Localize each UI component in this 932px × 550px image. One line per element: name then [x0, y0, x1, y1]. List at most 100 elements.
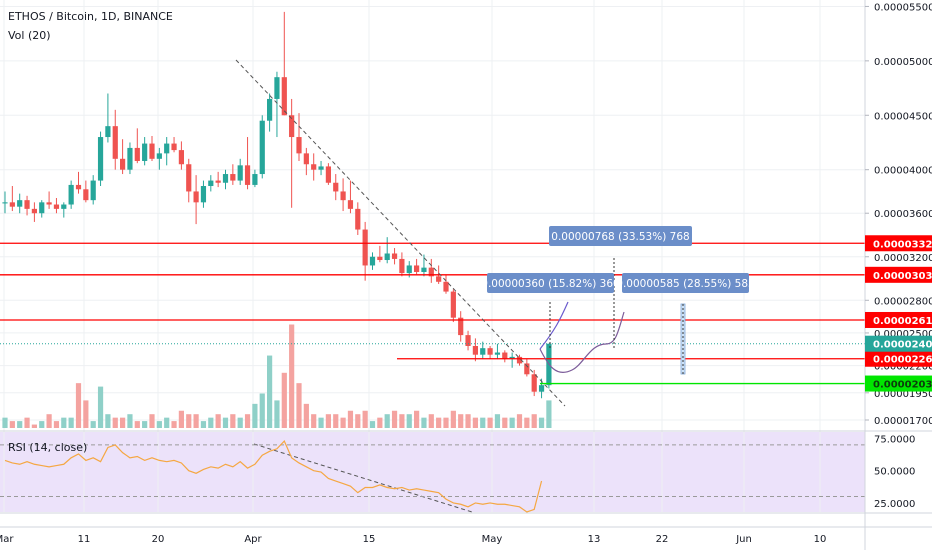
candle-body [384, 253, 390, 261]
volume-bar [458, 414, 464, 428]
volume-bar [200, 421, 207, 428]
candle-body [355, 208, 361, 230]
volume-bar [134, 421, 140, 428]
projection-path-up [539, 301, 569, 350]
volume-bar [377, 417, 383, 428]
price-tick-label: 0.00001950 [874, 389, 932, 400]
rsi-tick-label: 50.0000 [874, 467, 915, 478]
volume-bar [9, 421, 15, 428]
price-level-tag [865, 266, 932, 283]
volume-bar [222, 417, 229, 428]
candle-body [458, 317, 464, 336]
candle-body [259, 120, 265, 175]
price-tick-label: 0.00001700 [874, 416, 932, 427]
measure-label: 0.00000360 (15.82%) 360 [481, 278, 619, 290]
volume-bar [178, 410, 184, 428]
projection-path-wave [539, 311, 625, 373]
candle-body [149, 143, 155, 159]
volume-bar [509, 417, 515, 428]
candle-body [215, 180, 221, 183]
volume-bar [472, 417, 478, 428]
volume-bar [31, 424, 37, 428]
rsi-legend[interactable]: RSI (14, close) [8, 441, 88, 454]
price-tick-label: 0.00002800 [874, 296, 932, 307]
time-tick-label: 10 [814, 534, 827, 545]
volume-bar [267, 355, 273, 428]
volume-bar [538, 417, 545, 428]
candle-body [414, 265, 420, 272]
price-level-tag [865, 311, 932, 328]
candle-body [39, 202, 45, 214]
last-price-tag-label: 0.00002401 [873, 340, 932, 351]
price-tick-label: 0.00002200 [874, 362, 932, 373]
volume-bar [186, 414, 192, 428]
volume-bar [127, 414, 133, 428]
volume-bar [39, 421, 45, 428]
grid [0, 0, 865, 512]
candles [2, 11, 552, 399]
volume-bar [17, 421, 23, 428]
candle-body [340, 191, 346, 201]
volume-bar [494, 414, 501, 428]
volume-bar [75, 383, 82, 428]
candle-body [399, 258, 405, 274]
volume-bar [531, 414, 537, 428]
candle-body [524, 363, 530, 375]
candle-body [127, 147, 133, 170]
candle-body [487, 348, 493, 355]
measure-label-box [622, 273, 749, 293]
volume-bar [274, 400, 280, 428]
measure-label-box [487, 273, 614, 293]
candle-body [252, 174, 258, 185]
volume-bar [391, 410, 398, 428]
rsi-series [0, 439, 865, 513]
time-tick-label: 22 [656, 534, 669, 545]
volume-bar [369, 421, 376, 428]
volume-bar [465, 414, 471, 428]
candle-body [391, 253, 398, 259]
volume-bar [120, 417, 126, 428]
volume-bar [347, 410, 354, 428]
rsi-band-background [0, 432, 865, 512]
time-tick-label: Jun [735, 534, 752, 545]
measure-label-box [549, 226, 692, 246]
volume-bar [524, 417, 530, 428]
volume-bar [68, 417, 74, 428]
volume-bar [516, 414, 523, 428]
candle-body [465, 335, 471, 346]
volume-bar [53, 421, 60, 428]
volume-bar [325, 414, 331, 428]
price-level-tag-label: 0.00003324 [873, 239, 932, 250]
candle-body [450, 291, 456, 318]
price-tick-label: 0.00002500 [874, 329, 932, 340]
volume-bar [414, 410, 420, 428]
volume-bar [171, 421, 177, 428]
candle-body [509, 356, 515, 360]
volume-bar [296, 383, 302, 428]
candle-body [171, 143, 177, 151]
candle-body [281, 77, 287, 116]
volume-bar [289, 324, 295, 428]
price-level-tag-label: 0.00002263 [873, 355, 932, 366]
volume-bar [311, 414, 317, 428]
volume-bar [83, 400, 89, 428]
candle-body [61, 204, 67, 209]
price-tick-label: 0.00003200 [874, 253, 932, 264]
candle-body [377, 256, 383, 261]
volume-bar [406, 414, 412, 428]
volume-bar [399, 414, 405, 428]
candle-body [443, 281, 449, 292]
candle-body [428, 267, 434, 277]
volume-legend[interactable]: Vol (20) [8, 29, 51, 42]
candle-body [142, 143, 148, 161]
price-level-tag [865, 375, 932, 392]
candle-body [31, 208, 37, 214]
volume-bar [502, 417, 508, 428]
price-level-tag-label: 0.00002035 [873, 380, 932, 391]
candle-body [480, 348, 486, 355]
volume-bar [105, 414, 111, 428]
symbol-legend[interactable]: ETHOS / Bitcoin, 1D, BINANCE [8, 10, 173, 23]
